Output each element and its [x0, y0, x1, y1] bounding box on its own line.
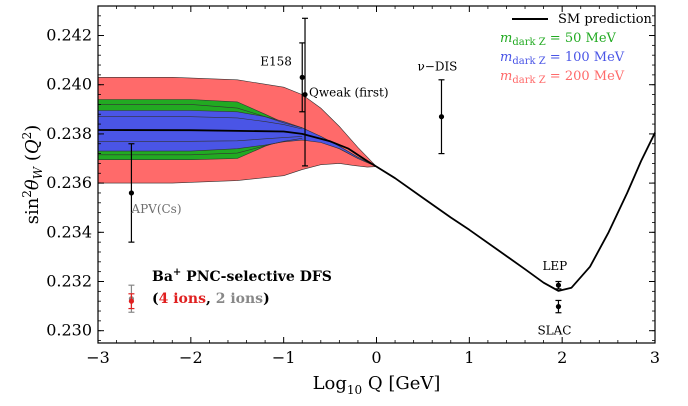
- point-marker: [128, 190, 135, 196]
- x-tick-label: 2: [557, 348, 567, 367]
- legend-label-200mev: mdark Z = 200 MeV: [500, 69, 625, 86]
- data-point-ba-7: [128, 293, 135, 310]
- point-marker: [299, 74, 305, 80]
- y-axis-title: sin2θW (Q2): [20, 125, 45, 225]
- x-tick-label: 3: [650, 348, 660, 367]
- x-tick-label: −1: [272, 348, 296, 367]
- x-tick-label: 0: [371, 348, 381, 367]
- band-inner-line-2: [98, 136, 303, 142]
- point-label: E158: [260, 54, 292, 68]
- sm-prediction-curve: [97, 129, 656, 292]
- y-tick-label: 0.240: [46, 75, 92, 94]
- x-tick-label: −2: [179, 348, 203, 367]
- sm-curve-layer: [97, 129, 656, 292]
- point-marker: [555, 303, 562, 310]
- y-tick-label: 0.238: [46, 124, 92, 143]
- band-inner-line-3: [98, 138, 303, 156]
- data-point-apv-cs-: APV(Cs): [128, 143, 182, 243]
- x-tick-label: 1: [464, 348, 474, 367]
- point-label: ν−DIS: [417, 60, 457, 74]
- data-point-e158: E158: [260, 42, 306, 113]
- y-tick-label: 0.232: [46, 272, 92, 291]
- ba-annotation-4-ions: 4 ions: [159, 291, 206, 307]
- band-inner-lines: [98, 104, 303, 156]
- point-marker: [438, 114, 445, 120]
- band-inner-line-1: [98, 116, 303, 130]
- legend-label-sm: SM prediction: [558, 12, 653, 27]
- x-tick-label: −3: [86, 348, 110, 367]
- legend: SM prediction mdark Z = 50 MeV mdark Z =…: [500, 12, 653, 86]
- point-label: LEP: [542, 259, 567, 273]
- ba-pnc-annotation: Ba+ PNC-selective DFS (4 ions, 2 ions): [152, 267, 332, 307]
- y-tick-label: 0.230: [46, 321, 92, 340]
- point-label: SLAC: [537, 324, 571, 338]
- legend-label-100mev: mdark Z = 100 MeV: [500, 50, 625, 67]
- point-marker: [302, 91, 308, 98]
- legend-label-50mev: mdark Z = 50 MeV: [500, 31, 617, 48]
- data-point-slac: SLAC: [537, 299, 572, 338]
- ba-annotation-2-ions: 2 ions: [216, 291, 263, 307]
- y-tick-label: 0.234: [46, 222, 92, 241]
- point-marker: [555, 282, 562, 288]
- ba-annotation-line2: (4 ions, 2 ions): [152, 291, 270, 307]
- y-tick-label: 0.242: [46, 26, 92, 45]
- axis-ticks: −3 −2 −1 0 1 2 3 0.230 0.232 0.234 0.236 0.238 0.240…: [46, 6, 660, 367]
- data-points-layer: APV(Cs) E158 Qweak (first) ν−DIS LEP SLAC: [128, 17, 572, 338]
- point-label: APV(Cs): [130, 202, 181, 216]
- data-point-lep: LEP: [542, 259, 567, 290]
- x-axis-title: Log10 Q [GeV]: [313, 373, 441, 397]
- point-marker: [128, 298, 135, 304]
- data-point-qweak-first-: Qweak (first): [302, 17, 389, 167]
- point-label: Qweak (first): [309, 86, 389, 100]
- y-tick-label: 0.236: [46, 173, 92, 192]
- data-point--dis: ν−DIS: [417, 60, 457, 155]
- band-inner-line-0: [98, 104, 303, 129]
- ba-annotation-line1: Ba+ PNC-selective DFS: [152, 267, 332, 285]
